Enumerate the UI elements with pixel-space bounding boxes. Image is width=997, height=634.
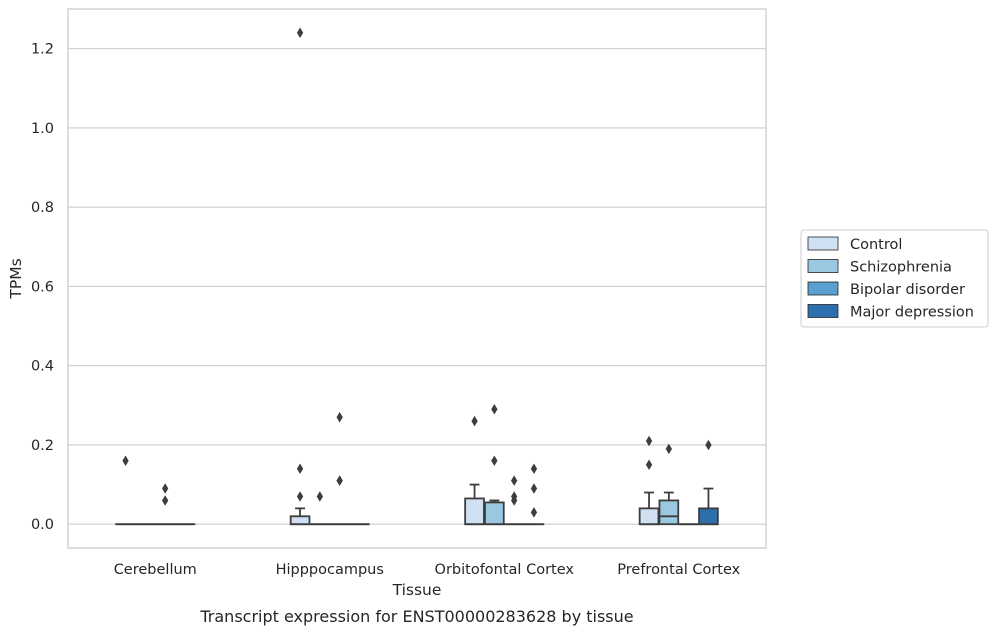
outlier-point (336, 411, 343, 423)
outlier-point (316, 491, 323, 502)
series-bipolar-disorder (154, 411, 699, 526)
outlier-point (665, 443, 672, 455)
legend-item: Bipolar disorder (807, 281, 965, 298)
box-0 (154, 483, 176, 526)
box-2 (484, 404, 505, 526)
outlier-point (122, 455, 129, 467)
box-body (289, 515, 311, 526)
legend-item: Major depression (807, 304, 974, 321)
y-tick-label: 0.4 (31, 359, 54, 375)
box-body (484, 501, 505, 526)
y-tick-label: 1.2 (31, 42, 54, 58)
x-axis-ticks: Cerebellum Hipppocampus Orbitofontal Corte… (114, 562, 741, 578)
legend-label: Schizophrenia (850, 260, 952, 276)
outlier-point (705, 439, 712, 451)
y-tick-label: 1.0 (31, 121, 54, 137)
box-2 (464, 415, 485, 526)
outlier-point (162, 495, 169, 506)
outlier-point (491, 404, 498, 415)
x-tick-label: Orbitofontal Cortex (435, 562, 575, 578)
box-1 (309, 491, 331, 526)
box-2 (503, 475, 525, 526)
legend-label: Bipolar disorder (850, 282, 965, 298)
y-axis-title: TPMs (7, 258, 25, 299)
box-0 (115, 455, 136, 526)
box-body (658, 499, 680, 526)
boxes-layer (115, 27, 719, 526)
outlier-point (530, 507, 538, 518)
legend-label: Control (850, 237, 902, 253)
x-tick-label: Cerebellum (114, 562, 197, 578)
chart-caption: Transcript expression for ENST0000028362… (199, 607, 633, 626)
grid-layer (68, 48, 766, 525)
box-1 (289, 27, 311, 526)
x-tick-label: Prefrontal Cortex (617, 562, 740, 578)
outlier-point (645, 459, 653, 471)
outlier-point (296, 491, 304, 502)
legend-frame (800, 229, 989, 328)
legend-swatch (807, 304, 839, 318)
legend-swatch (807, 236, 839, 251)
outlier-point (530, 483, 538, 494)
box-body (698, 507, 719, 526)
y-tick-label: 0.0 (31, 517, 54, 533)
legend-swatch (807, 259, 839, 273)
outlier-point (491, 455, 498, 467)
y-tick-label: 0.6 (31, 279, 54, 295)
outlier-point (645, 435, 653, 447)
x-axis-title: Tissue (392, 581, 442, 599)
box-3 (698, 439, 719, 526)
y-tick-label: 0.8 (31, 200, 54, 216)
outlier-point (336, 475, 343, 486)
legend-label: Major depression (850, 305, 974, 321)
series-control (115, 27, 660, 526)
box-body (464, 497, 485, 526)
outlier-point (162, 483, 169, 494)
box-2 (523, 463, 545, 526)
y-axis-ticks: 0.0 0.2 0.4 0.6 0.8 1.0 1.2 (31, 42, 54, 534)
legend-swatch (807, 281, 839, 296)
box-3 (658, 443, 680, 526)
series-major-depression (174, 439, 719, 526)
series-schizophrenia (135, 404, 680, 526)
box-1 (329, 411, 350, 526)
box-body (638, 507, 660, 526)
outlier-point (530, 463, 538, 474)
legend-item: Schizophrenia (807, 259, 952, 276)
legend-item: Control (807, 236, 902, 253)
outlier-point (511, 491, 518, 502)
outlier-point (511, 475, 518, 486)
x-tick-label: Hipppocampus (276, 562, 384, 578)
outlier-point (296, 463, 304, 474)
outlier-point (296, 27, 304, 39)
y-tick-label: 0.2 (31, 438, 54, 454)
box-3 (638, 435, 660, 526)
legend: Control Schizophrenia Bipolar disorder Majo… (800, 229, 989, 328)
outlier-point (471, 415, 478, 427)
plot-frame (67, 8, 767, 549)
